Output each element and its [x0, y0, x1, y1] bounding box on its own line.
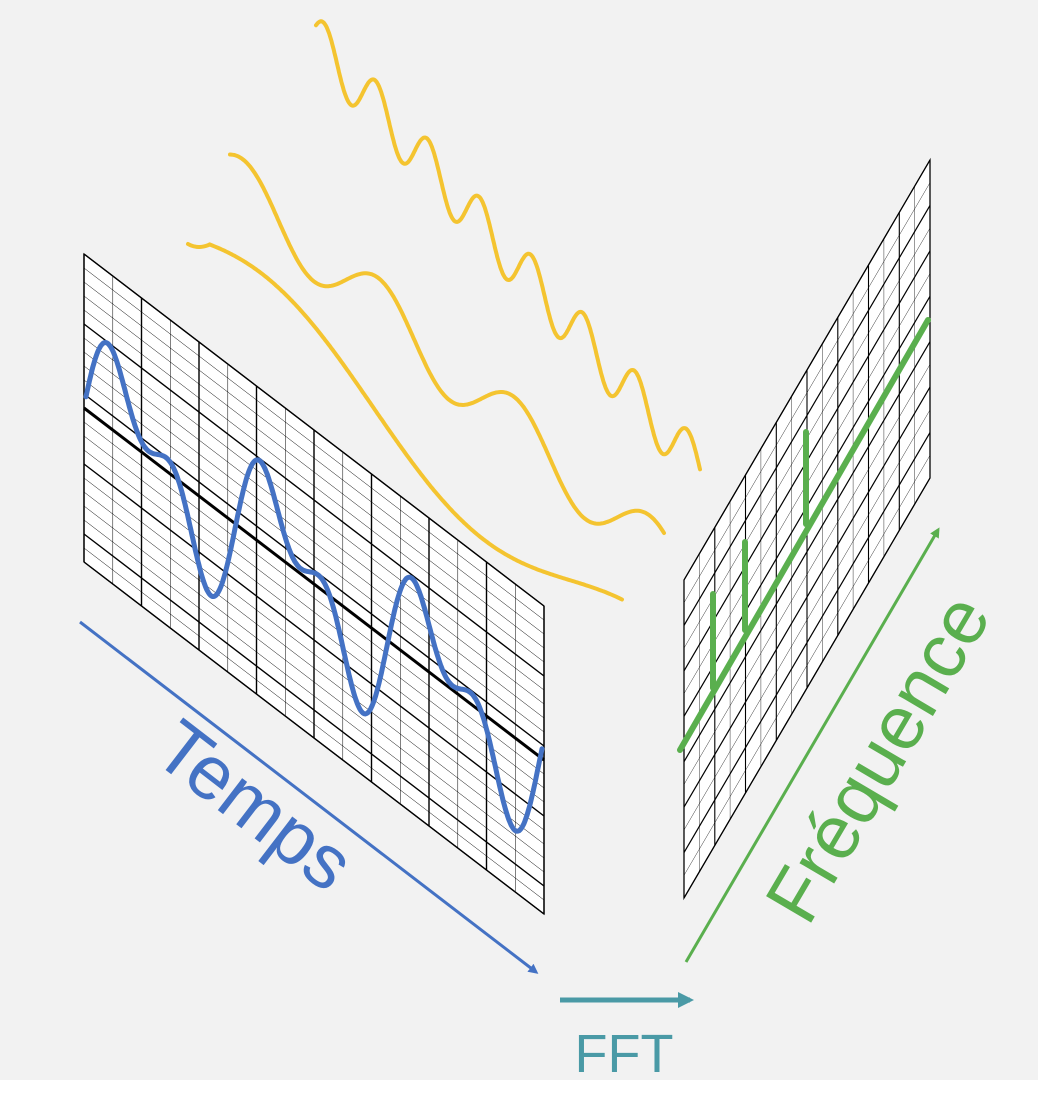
freq-grid-hline [683, 159, 931, 581]
freq-grid-hline [683, 182, 931, 603]
freq-grid-hline [683, 409, 931, 831]
time-grid-hline [83, 365, 545, 719]
time-signal-curve [83, 339, 545, 834]
time-grid-hline [83, 406, 545, 762]
time-grid-panel [83, 252, 545, 916]
time-grid-hline [83, 337, 545, 691]
time-grid-hline [83, 561, 545, 915]
time-grid-hline [83, 351, 545, 705]
mid-frequency-wave [228, 152, 666, 535]
high-frequency-wave [314, 19, 702, 472]
freq-grid-hline [683, 455, 931, 876]
spectrum [677, 317, 931, 753]
spectrum-baseline [677, 317, 931, 753]
freq-grid-hline [683, 477, 931, 899]
time-grid-hline [83, 519, 545, 873]
time-grid-hline [83, 533, 545, 887]
time-axis-arrow-icon [79, 620, 539, 974]
freq-grid-hline [683, 432, 931, 853]
time-grid-hline [83, 449, 545, 803]
fft-label: FFT [575, 1024, 674, 1080]
time-grid-hline [83, 421, 545, 775]
time-grid-hline [83, 281, 545, 635]
component-waves [186, 19, 702, 602]
low-frequency-wave [186, 242, 624, 602]
time-grid-hline [83, 463, 545, 817]
freq-grid-hline [683, 205, 931, 626]
time-grid-hline [83, 435, 545, 789]
freq-grid-hline [683, 364, 931, 785]
freq-grid-hline [683, 341, 931, 763]
frequency-axis-arrow-icon [684, 527, 940, 963]
time-grid-hline [83, 477, 545, 831]
time-grid-hline [83, 505, 545, 859]
time-grid-hline [83, 379, 545, 733]
time-grid-hline [83, 323, 545, 677]
time-grid-hline [83, 309, 545, 663]
freq-grid-hline [683, 386, 931, 808]
time-grid-hline [83, 547, 545, 901]
time-grid-hline [83, 295, 545, 649]
time-grid-hline [83, 491, 545, 845]
time-grid-hline [83, 253, 545, 607]
time-grid-hline [83, 267, 545, 621]
